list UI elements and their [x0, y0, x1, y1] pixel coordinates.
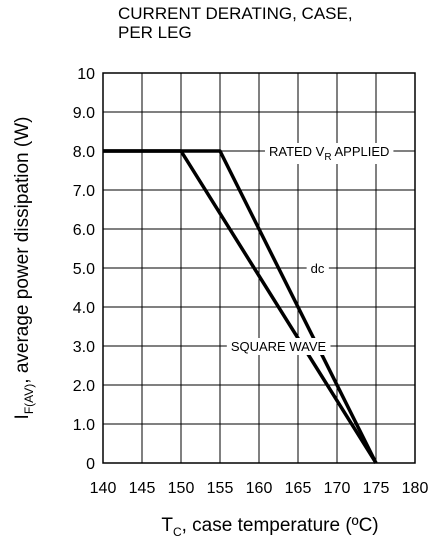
y-axis-label-rest: , average power dissipation (W)	[12, 117, 33, 384]
annotation-background	[226, 338, 331, 355]
x-tick-label: 140	[90, 480, 117, 497]
tick-labels: 140 145 150 155 160 165 170 175 180 0 1.0 2.0 3.0 4.0…	[73, 66, 429, 497]
grid	[102, 72, 416, 464]
x-axis-label-rest: , case temperature (ºC)	[182, 515, 379, 536]
x-tick-label: 175	[363, 480, 390, 497]
x-tick-label: 170	[324, 480, 351, 497]
annotation-background	[264, 143, 394, 164]
x-tick-label: 155	[207, 480, 234, 497]
y-axis-label: IF(AV), average power dissipation (W)	[12, 117, 36, 420]
series-group	[103, 149, 378, 464]
y-tick-label: 9.0	[73, 105, 95, 122]
chart-title: CURRENT DERATING, CASE, PER LEG	[118, 4, 353, 42]
y-tick-label: 3.0	[73, 339, 95, 356]
y-tick-label: 4.0	[73, 300, 95, 317]
annotation-label: RATED VR APPLIED	[269, 144, 389, 163]
y-axis-label-main: I	[12, 414, 33, 419]
y-tick-label: 6.0	[73, 222, 95, 239]
y-axis-label-sub: F(AV)	[22, 384, 36, 414]
x-axis-label-main: T	[161, 515, 173, 536]
x-tick-label: 145	[129, 480, 156, 497]
x-tick-label: 160	[246, 480, 273, 497]
y-tick-label: 8.0	[73, 144, 95, 161]
annotations-group: RATED VR APPLIED dc SQUARE WAVE	[226, 143, 394, 355]
x-tick-label: 180	[402, 480, 429, 497]
chart-title-line-1: CURRENT DERATING, CASE,	[118, 4, 353, 23]
annotation-label: SQUARE WAVE	[231, 339, 327, 354]
y-tick-label: 7.0	[73, 183, 95, 200]
x-tick-label: 165	[285, 480, 312, 497]
chart-title-line-2: PER LEG	[118, 23, 192, 42]
series-line-square-wave	[103, 149, 378, 464]
x-axis-label-sub: C	[173, 525, 182, 539]
annotation-label: dc	[311, 261, 325, 276]
annotation-background	[306, 260, 329, 277]
y-tick-label: 1.0	[73, 417, 95, 434]
x-tick-label: 150	[168, 480, 195, 497]
y-tick-label: 2.0	[73, 378, 95, 395]
y-tick-label: 0	[86, 456, 95, 473]
x-axis-label: TC, case temperature (ºC)	[161, 515, 378, 539]
y-tick-label: 5.0	[73, 261, 95, 278]
y-tick-label: 10	[77, 66, 95, 83]
